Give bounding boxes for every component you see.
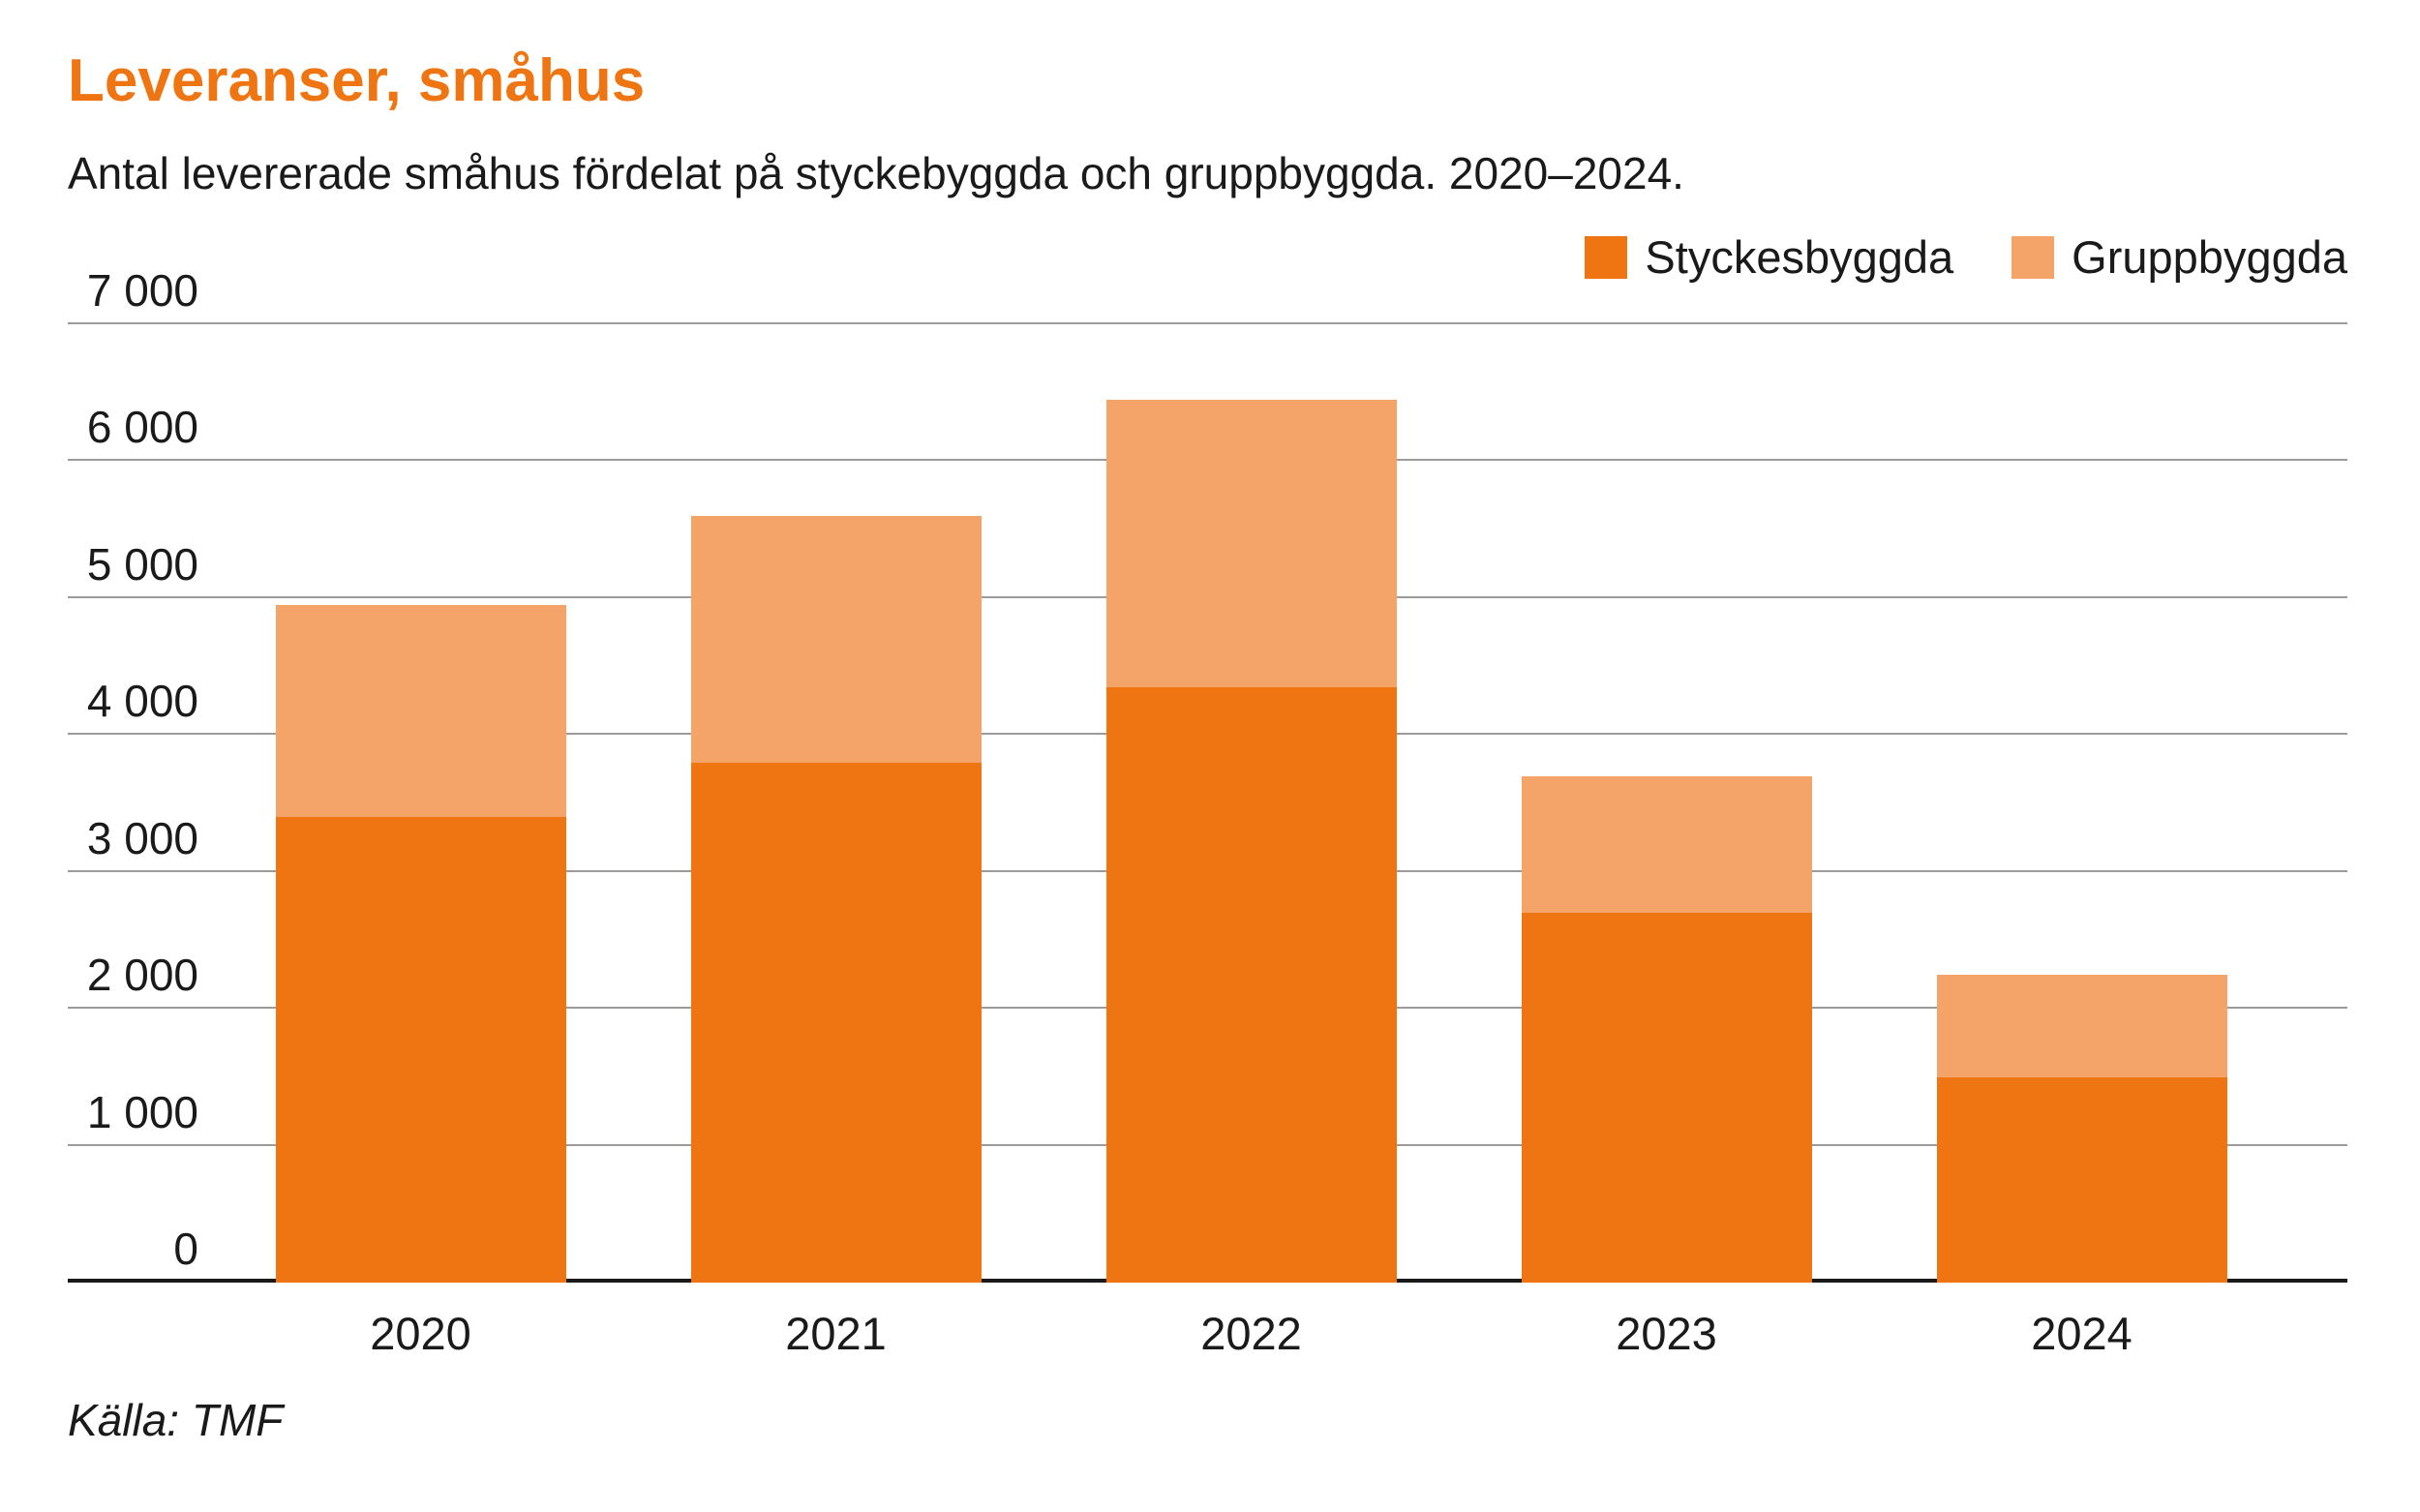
- y-tick-label: 3 000: [86, 812, 198, 863]
- segment-styckesbyggda: [690, 762, 982, 1283]
- y-tick-label: 7 000: [86, 265, 198, 316]
- segment-styckesbyggda: [275, 817, 566, 1283]
- segment-styckesbyggda: [1936, 1076, 2227, 1283]
- segment-styckesbyggda: [1521, 913, 1812, 1283]
- segment-gruppbyggda: [1105, 399, 1397, 687]
- source-note: Källa: TMF: [68, 1395, 284, 1445]
- bars-area: [213, 324, 2289, 1283]
- x-axis-label-2021: 2021: [785, 1308, 887, 1359]
- segment-gruppbyggda: [275, 604, 566, 818]
- chart-subtitle: Antal levererade småhus fördelat på styc…: [68, 148, 1684, 198]
- y-tick-label: 6 000: [86, 402, 198, 453]
- x-axis-labels: 2020 2021 2022 2023 2024: [213, 1307, 2289, 1360]
- x-axis-label-2024: 2024: [2031, 1308, 2133, 1359]
- bar-2024: [1936, 974, 2227, 1283]
- legend-label: Styckesbyggda: [1645, 231, 1954, 283]
- chart-title: Leveranser, småhus: [68, 47, 646, 114]
- legend-swatch: [1585, 235, 1628, 279]
- y-tick-label: 2 000: [86, 950, 198, 1001]
- x-axis-label-2020: 2020: [370, 1308, 471, 1359]
- bar-2020: [275, 604, 566, 1283]
- segment-gruppbyggda: [690, 516, 982, 763]
- legend: Styckesbyggda Gruppbyggda: [1585, 230, 2347, 284]
- legend-swatch: [2012, 235, 2055, 279]
- y-tick-label: 0: [173, 1224, 198, 1274]
- x-axis-label-2022: 2022: [1200, 1308, 1302, 1359]
- y-tick-label: 5 000: [86, 538, 198, 590]
- legend-item-styckesbyggda: Styckesbyggda: [1585, 230, 1953, 284]
- gridline: [68, 322, 2347, 324]
- x-axis-label-2023: 2023: [1616, 1308, 1717, 1359]
- y-tick-label: 1 000: [86, 1086, 198, 1137]
- bar-2022: [1105, 399, 1397, 1283]
- segment-gruppbyggda: [1521, 775, 1812, 914]
- legend-label: Gruppbyggda: [2072, 231, 2347, 283]
- segment-gruppbyggda: [1936, 974, 2227, 1077]
- y-tick-label: 4 000: [86, 676, 198, 727]
- bar-2021: [690, 516, 982, 1283]
- bar-2023: [1521, 775, 1812, 1283]
- legend-item-gruppbyggda: Gruppbyggda: [2012, 230, 2347, 284]
- segment-styckesbyggda: [1105, 686, 1397, 1283]
- stacked-bar-chart: 0 1 000 2 000 3 000 4 000 5 000 6 000 7 000: [68, 268, 2347, 1283]
